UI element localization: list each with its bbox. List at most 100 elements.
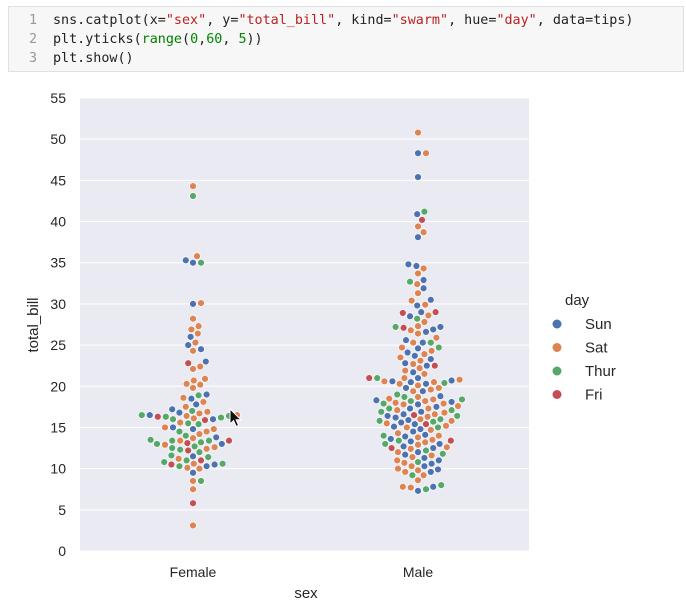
y-tick-label: 25 (50, 337, 66, 353)
swarm-point-sun (407, 378, 415, 386)
x-tick-label: Male (403, 564, 434, 580)
swarm-point-sun (146, 411, 154, 419)
swarm-point-sat (199, 398, 208, 406)
legend-label-sun: Sun (585, 316, 612, 333)
swarm-point-sat (383, 419, 391, 428)
swarm-point-sun (436, 323, 445, 331)
code-token: 0 (190, 32, 199, 47)
swarm-point-sat (420, 370, 429, 378)
swarm-point-sun (414, 173, 422, 181)
legend: day Sun Sat Thur Fri (552, 292, 616, 404)
legend-label-fri: Fri (585, 387, 603, 404)
swarm-point-sun (429, 483, 437, 491)
swarm-point-sun (383, 412, 392, 420)
swarm-point-sat (401, 366, 409, 375)
swarm-point-sat (176, 436, 184, 445)
swarm-point-sun (404, 260, 413, 269)
code-cell[interactable]: 1 sns.catplot(x="sex", y="total_bill", ki… (8, 6, 684, 72)
swarm-point-sat (400, 374, 409, 382)
y-tick-label: 15 (50, 419, 66, 435)
code-token: "sex" (165, 13, 207, 28)
swarm-point-sun (397, 418, 405, 427)
swarm-point-sat (443, 443, 451, 451)
swarm-point-sat (414, 476, 422, 484)
swarm-point-thur (436, 415, 445, 423)
swarm-point-sun (414, 487, 422, 495)
swarm-point-fri (225, 436, 233, 445)
swarm-point-sun (399, 410, 408, 418)
swarm-point-thur (406, 277, 414, 286)
swarm-point-sun (436, 392, 445, 400)
swarm-point-sat (179, 394, 188, 402)
swarm-point-fri (167, 460, 176, 469)
swarm-point-sat (189, 384, 197, 392)
swarm-point-thur (413, 315, 421, 323)
swarm-point-sun (413, 301, 421, 310)
grid (80, 97, 529, 552)
swarm-point-sat (409, 338, 417, 347)
swarm-point-sat (195, 409, 204, 418)
swarm-point-sun (409, 427, 417, 436)
y-tick-label: 55 (50, 90, 66, 106)
swarm-point-thur (395, 436, 403, 445)
legend-label-thur: Thur (585, 363, 616, 380)
code-text: sns.catplot(x="sex", y="total_bill", kin… (53, 11, 634, 30)
swarm-point-sat (189, 521, 197, 530)
swarm-point-sat (420, 318, 429, 326)
swarm-point-sun (189, 300, 197, 308)
code-token: , hue= (448, 13, 497, 28)
swarm-point-thur (184, 419, 192, 428)
swarm-point-fri (184, 446, 192, 455)
swarm-point-sat (442, 422, 450, 430)
swarm-point-sun (432, 403, 441, 411)
swarm-point-sat (176, 418, 184, 427)
swarm-point-thur (422, 446, 430, 455)
swarm-point-sat (432, 333, 441, 342)
swarm-point-sat (408, 453, 417, 461)
swarm-point-sat (399, 483, 407, 491)
swarm-point-fri (184, 359, 192, 367)
swarm-point-sat (421, 397, 429, 405)
swarm-point-fri (154, 413, 162, 421)
swarm-point-sat (399, 400, 408, 409)
swarm-point-fri (387, 444, 396, 452)
swarm-point-thur (373, 374, 381, 382)
swarm-point-sat (407, 462, 416, 470)
swarm-point-sun (169, 423, 177, 432)
swarm-point-sat (427, 451, 436, 460)
line-number: 1 (28, 13, 37, 28)
swarm-point-sat (191, 338, 200, 347)
swarm-point-sun (187, 394, 196, 403)
swarm-point-fri (201, 416, 209, 424)
swarm-point-thur (408, 471, 417, 479)
swarm-point-sat (407, 326, 415, 334)
line-number: 3 (28, 51, 37, 66)
legend-marker-sun (552, 319, 562, 329)
y-tick-label: 20 (50, 378, 66, 394)
swarm-point-sun (212, 433, 220, 442)
swarm-point-sat (190, 376, 198, 385)
y-tick-label: 30 (50, 296, 66, 312)
swarm-point-sat (415, 364, 424, 372)
swarm-point-thur (138, 411, 146, 419)
swarm-point-thur (407, 397, 415, 405)
mouse-cursor-icon (229, 408, 243, 428)
y-tick-label: 50 (50, 131, 66, 147)
swarm-point-thur (176, 445, 184, 454)
swarm-point-sat (183, 464, 192, 472)
swarm-point-thur (379, 399, 388, 408)
swarm-point-fri (431, 308, 440, 316)
swarm-point-sat (440, 408, 449, 417)
code-token: , kind= (335, 13, 392, 28)
swarm-point-sat (447, 417, 456, 425)
swarm-point-thur (427, 338, 435, 347)
swarm-point-sat (421, 301, 429, 309)
swarm-point-sun (422, 328, 430, 336)
swarm-point-thur (218, 459, 227, 468)
swarm-point-sat (203, 408, 212, 416)
swarm-point-sat (394, 464, 402, 473)
swarm-point-thur (194, 391, 203, 400)
code-token: plt.show() (53, 51, 134, 66)
x-axis-label: sex (294, 585, 318, 602)
swarm-point-sat (398, 343, 406, 352)
